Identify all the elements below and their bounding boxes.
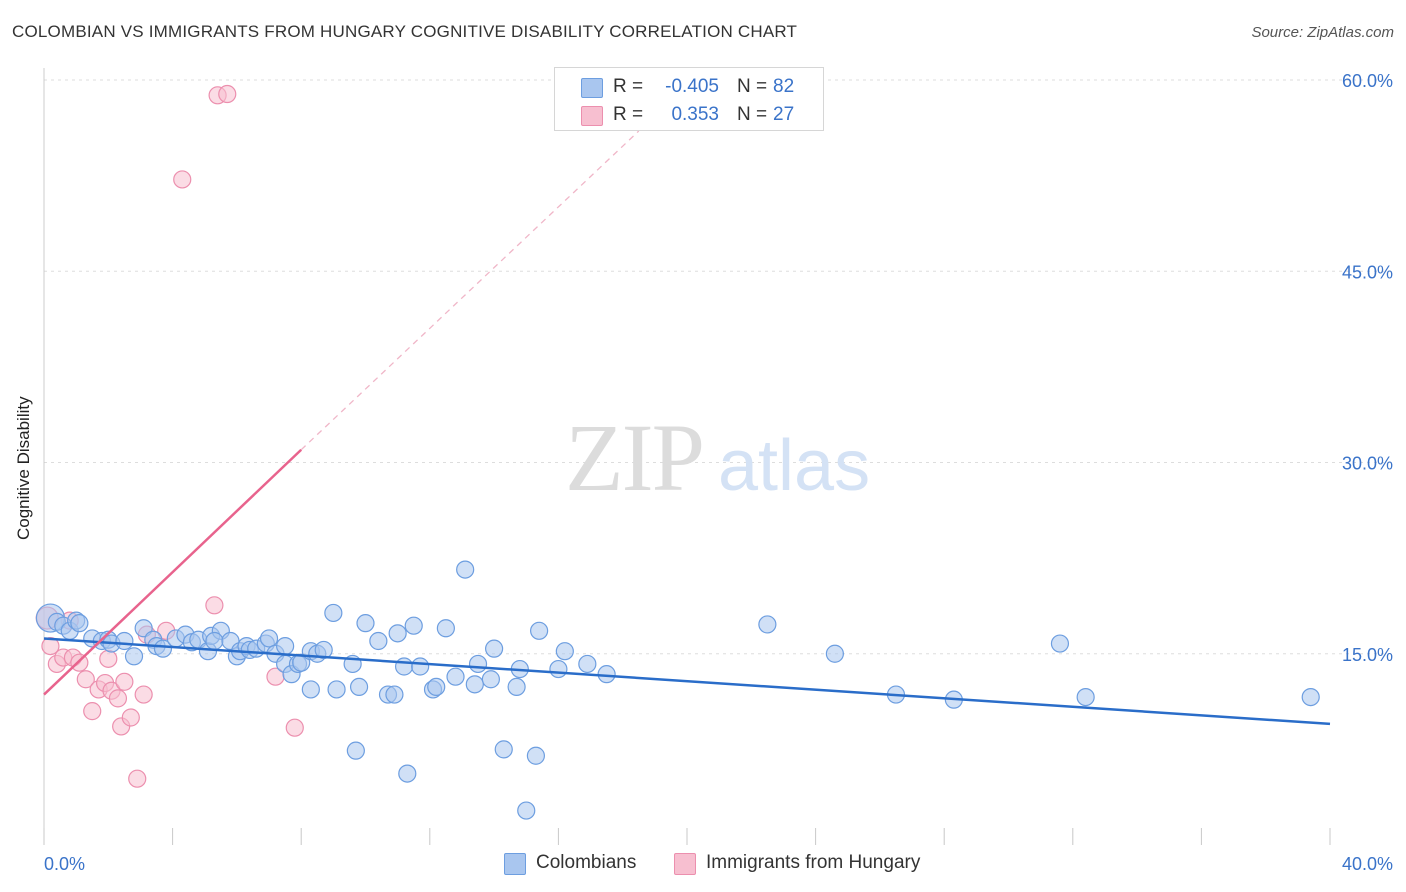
legend-n-value: 27 (773, 104, 795, 125)
colombians-point (597, 665, 616, 684)
legend-label-hungary: Immigrants from Hungary (706, 852, 921, 873)
colombians-point (507, 677, 526, 697)
colombians-point (427, 677, 446, 697)
colombians-point (324, 603, 343, 623)
trend-extension-hungary (300, 130, 640, 451)
colombians-point (446, 667, 465, 686)
legend-row-colombians: R = -0.405 N = 82 (555, 73, 823, 101)
axes (43, 68, 1331, 845)
legend-row-hungary: R = 0.353 N = 27 (555, 101, 823, 129)
legend-label-colombians: Colombians (536, 852, 637, 873)
legend-n-value: 82 (773, 76, 795, 97)
hungary-point (99, 649, 118, 668)
colombians-point (411, 657, 430, 676)
colombians-point (259, 629, 279, 648)
legend-swatch-hungary (581, 106, 603, 126)
colombians-point (369, 631, 388, 651)
legend-r-value: -0.405 (665, 76, 719, 97)
watermark-atlas: atlas (718, 426, 870, 506)
hungary-point (41, 636, 60, 656)
legend-swatch-hungary (674, 853, 696, 875)
colombians-point (526, 746, 545, 765)
colombians-point (398, 764, 417, 783)
legend-n-label: N = (737, 104, 768, 125)
hungary-point (205, 596, 224, 615)
colombians-point (1301, 687, 1320, 707)
legend-swatch-colombians (581, 78, 603, 98)
colombians-point (494, 740, 513, 759)
colombians-point (549, 659, 568, 679)
trend-lines (43, 130, 1331, 726)
hungary-point (76, 670, 95, 689)
colombians-point (465, 675, 484, 694)
gridlines (44, 79, 1392, 655)
colombians-point (115, 631, 134, 651)
hungary-point (128, 769, 147, 788)
legend-r-value: 0.353 (671, 104, 719, 125)
x-tick-label: 40.0% (1342, 854, 1393, 874)
y-axis-label: Cognitive Disability (14, 396, 33, 540)
colombians-point (327, 680, 346, 699)
colombians-point (70, 614, 89, 633)
hungary-point (134, 685, 153, 704)
colombians-point (758, 615, 777, 634)
trend-line-colombians (43, 637, 1331, 726)
series-hungary-points (35, 84, 304, 788)
x-tick-label: 0.0% (44, 854, 85, 874)
y-tick-label: 15.0% (1342, 645, 1393, 665)
series-colombians-points (35, 560, 1320, 820)
colombians-point (314, 640, 333, 660)
watermark-zip: ZIP (565, 404, 703, 511)
hungary-point (83, 702, 102, 721)
colombians-point (385, 685, 404, 704)
y-tick-label: 30.0% (1342, 454, 1393, 474)
colombians-point (578, 654, 597, 674)
chart-source: Source: ZipAtlas.com (1251, 24, 1394, 41)
y-tick-label: 60.0% (1342, 71, 1393, 91)
hungary-point (115, 672, 134, 691)
legend-r-label: R = (613, 76, 644, 97)
colombians-point (1076, 687, 1095, 707)
colombians-point (346, 741, 365, 760)
colombians-point (517, 801, 536, 820)
series-legend: Colombians Immigrants from Hungary (0, 851, 1406, 879)
colombians-point (388, 624, 407, 643)
hungary-point (218, 84, 237, 104)
colombians-point (153, 639, 173, 658)
y-tick-label: 45.0% (1342, 262, 1393, 282)
colombians-point (301, 680, 320, 699)
colombians-point (276, 636, 295, 656)
colombians-point (825, 644, 844, 663)
colombians-point (555, 642, 574, 661)
hungary-point (108, 689, 128, 708)
watermark: ZIP atlas (565, 404, 870, 511)
correlation-legend: R = -0.405 N = 82 R = 0.353 N = 27 (554, 67, 824, 131)
colombians-point (394, 657, 414, 676)
hungary-point (285, 718, 304, 737)
colombians-point (356, 614, 375, 633)
colombians-point (468, 654, 488, 674)
colombians-point (530, 621, 549, 640)
colombians-point (485, 639, 504, 658)
colombians-point (349, 677, 369, 697)
tick-labels: 15.0% 30.0% 45.0% 60.0% 0.0% 40.0% (44, 71, 1393, 874)
chart-title: COLOMBIAN VS IMMIGRANTS FROM HUNGARY COG… (12, 22, 798, 41)
hungary-point (121, 708, 140, 727)
colombians-point (205, 631, 224, 651)
trend-line-hungary (43, 448, 303, 696)
colombians-point (481, 670, 500, 689)
legend-swatch-colombians (504, 853, 526, 875)
colombians-point (404, 616, 423, 635)
colombians-point (124, 647, 144, 666)
colombians-point (1050, 634, 1070, 653)
colombians-point (456, 560, 475, 579)
legend-r-label: R = (613, 104, 644, 125)
colombians-point (436, 619, 455, 638)
hungary-point (173, 170, 192, 189)
legend-n-label: N = (737, 76, 768, 97)
